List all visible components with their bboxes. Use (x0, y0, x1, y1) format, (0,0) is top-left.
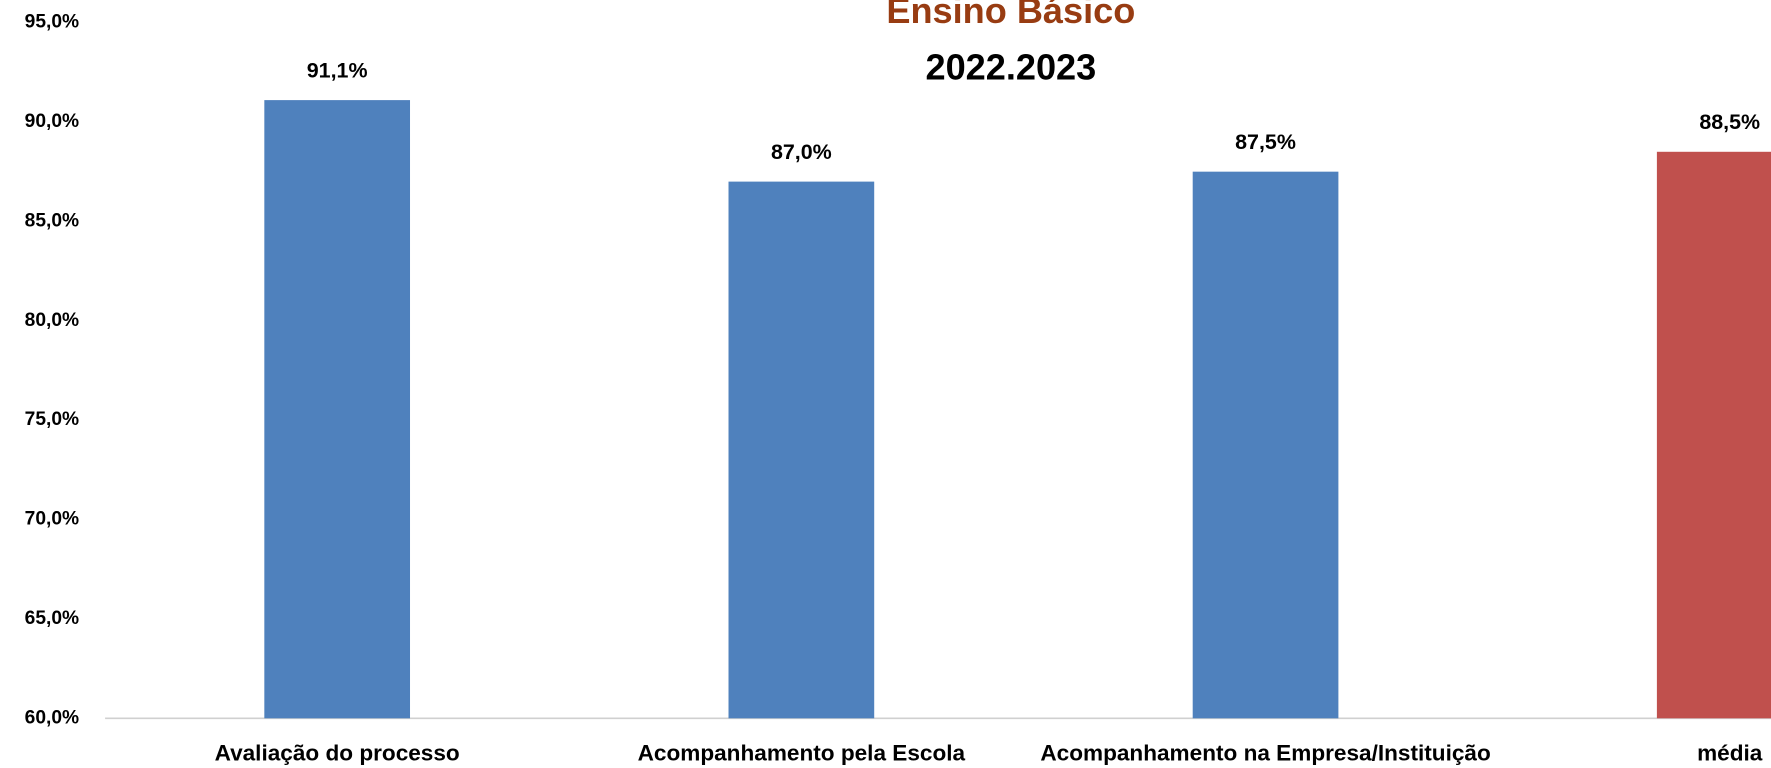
y-tick-label: 70,0% (25, 509, 79, 530)
bar (728, 181, 875, 719)
y-tick-label: 90,0% (25, 111, 79, 132)
value-label: 87,5% (1235, 130, 1296, 154)
value-label: 88,5% (1699, 110, 1760, 134)
chart-subtitle: 2022.2023 (925, 47, 1096, 88)
x-tick-label: Acompanhamento pela Escola (638, 740, 966, 765)
value-label: 91,1% (307, 59, 368, 83)
bar (1656, 151, 1771, 719)
y-tick-label: 80,0% (25, 310, 79, 331)
y-tick-label: 95,0% (25, 12, 79, 33)
y-tick-label: 75,0% (25, 409, 79, 430)
bar (264, 100, 411, 719)
x-tick-label: Acompanhamento na Empresa/Instituição (1040, 740, 1490, 765)
value-label: 87,0% (771, 140, 832, 164)
x-tick-label: média (1697, 740, 1763, 765)
y-tick-label: 60,0% (25, 707, 79, 728)
x-tick-label: Avaliação do processo (215, 740, 460, 765)
bar (1192, 171, 1339, 719)
chart-title: Ensino Básico (886, 0, 1135, 31)
y-tick-label: 65,0% (25, 608, 79, 629)
y-tick-label: 85,0% (25, 210, 79, 231)
